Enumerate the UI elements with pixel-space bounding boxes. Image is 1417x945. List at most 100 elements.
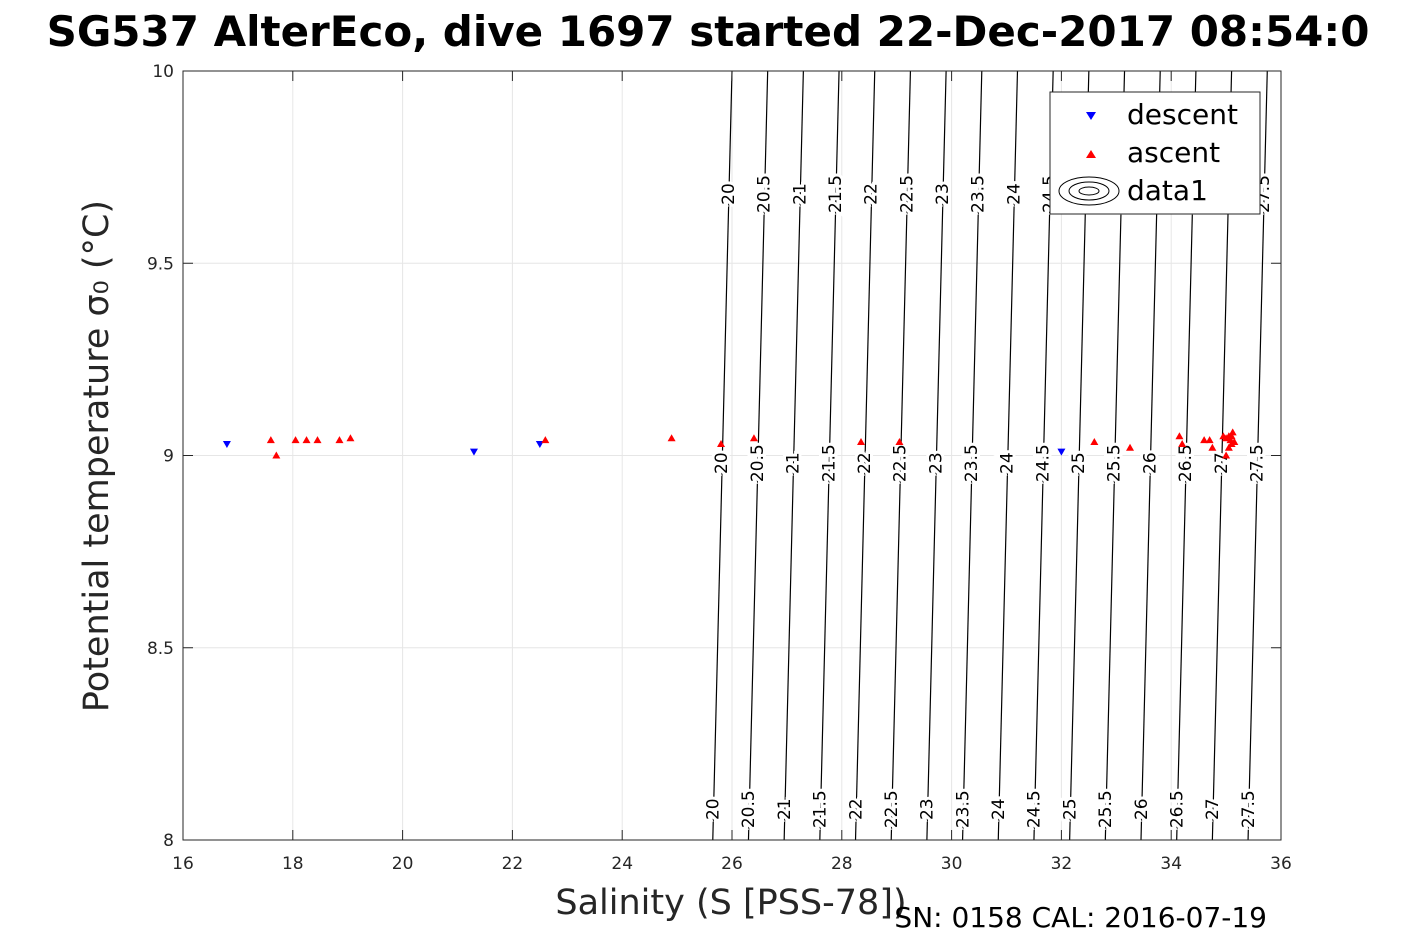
- descent-point: [469, 448, 478, 456]
- contour-label: 23.5: [962, 444, 982, 482]
- contour-label: 21: [784, 452, 804, 474]
- contour-label: 22.5: [891, 444, 911, 482]
- contour-label: 22.5: [882, 790, 902, 828]
- ascent-point: [313, 436, 322, 444]
- ascent-point: [1200, 436, 1209, 444]
- contour-label: 21: [790, 183, 810, 205]
- contour-label: 24: [1004, 183, 1024, 205]
- x-tick-label: 28: [831, 854, 853, 874]
- contour-label: 21.5: [819, 444, 839, 482]
- ascent-point: [541, 436, 550, 444]
- ascent-point: [717, 439, 726, 447]
- grid: [183, 71, 1281, 840]
- contour-line: [961, 71, 983, 840]
- contour-line: [854, 71, 876, 840]
- ascent-point: [272, 451, 281, 459]
- x-tick-label: 30: [941, 854, 963, 874]
- contour-line: [997, 71, 1019, 840]
- contour-label: 26.5: [1176, 444, 1196, 482]
- contour-line: [926, 71, 947, 840]
- contour-label: 22: [862, 183, 882, 205]
- contour-label: 24.5: [1033, 444, 1053, 482]
- ascent-point: [1222, 451, 1231, 459]
- ascent-point: [302, 436, 311, 444]
- contour-label: 25: [1069, 452, 1089, 474]
- y-tick-label: 8: [163, 831, 174, 851]
- ascent-point: [1175, 432, 1184, 440]
- x-tick-label: 32: [1051, 854, 1073, 874]
- descent-point: [222, 440, 231, 448]
- ascent-point: [1228, 428, 1237, 436]
- ascent-point: [1205, 436, 1214, 444]
- x-tick-label: 36: [1270, 854, 1292, 874]
- contour-label: 20.5: [748, 444, 768, 482]
- ascent-point: [346, 434, 355, 442]
- contour-label: 25.5: [1096, 790, 1116, 828]
- legend-descent-label: descent: [1127, 98, 1238, 131]
- contour-label: 22.5: [897, 175, 917, 213]
- contour-label: 27: [1212, 452, 1232, 474]
- contour-label: 26.5: [1167, 790, 1187, 828]
- contour-label: 23: [933, 183, 953, 205]
- ascent-point: [335, 436, 344, 444]
- contour-label: 25: [1060, 798, 1080, 820]
- x-tick-label: 26: [721, 854, 743, 874]
- y-tick-label: 10: [152, 62, 174, 82]
- contour-label: 22: [855, 452, 875, 474]
- ascent-point: [1126, 443, 1135, 451]
- ascent-point: [749, 434, 758, 442]
- legend-contour-icon: [1058, 176, 1120, 206]
- legend: descent ascent data1: [1049, 91, 1261, 215]
- contour-label: 23.5: [953, 790, 973, 828]
- legend-data1-label: data1: [1127, 174, 1208, 207]
- x-tick-label: 20: [392, 854, 414, 874]
- contour-label: 26: [1140, 452, 1160, 474]
- x-tick-label: 16: [172, 854, 194, 874]
- axis-ticks: 16 18 20 22 24 26 28 30 32 34 36 8 8.5 9 9.5 10: [147, 62, 1292, 874]
- ascent-point: [1178, 439, 1187, 447]
- contour-label: 20: [704, 798, 724, 820]
- contour-label: 20.5: [755, 175, 775, 213]
- y-tick-label: 9.5: [147, 254, 174, 274]
- contour-label: 23: [918, 798, 938, 820]
- contour-line: [819, 71, 840, 840]
- ascent-point: [1090, 438, 1099, 446]
- legend-ascent-label: ascent: [1127, 136, 1220, 169]
- x-tick-label: 34: [1160, 854, 1182, 874]
- contour-label: 22: [846, 798, 866, 820]
- chart-title: SG537 AlterEco, dive 1697 started 22-Dec…: [47, 7, 1370, 56]
- ascent-point: [1230, 438, 1239, 446]
- contour-line: [783, 71, 804, 840]
- contour-label: 24.5: [1025, 790, 1045, 828]
- contour-label: 25.5: [1105, 444, 1125, 482]
- contour-label: 27: [1203, 798, 1223, 820]
- contour-line: [1284, 71, 1303, 840]
- footer-serial-cal: SN: 0158 CAL: 2016-07-19: [894, 901, 1267, 934]
- contour-label: 23: [926, 452, 946, 474]
- ascent-point: [895, 438, 904, 446]
- contour-label: 20: [719, 183, 739, 205]
- x-tick-label: 18: [282, 854, 304, 874]
- contour-label: 27.5: [1239, 790, 1259, 828]
- y-tick-label: 8.5: [147, 639, 174, 659]
- contour-label: 24: [998, 452, 1018, 474]
- contour-label: 24: [989, 798, 1009, 820]
- descent-point: [1057, 448, 1066, 456]
- x-tick-label: 24: [611, 854, 633, 874]
- contour-line: [1247, 71, 1268, 840]
- ascent-point: [1224, 443, 1233, 451]
- ascent-point: [291, 436, 300, 444]
- x-axis-label: Salinity (S [PSS-78]): [555, 883, 906, 923]
- contour-label: 21.5: [811, 790, 831, 828]
- legend-ascent-marker: [1086, 150, 1096, 158]
- legend-descent-marker: [1086, 112, 1096, 120]
- contour-labels: 20 20 20 20.5 20.5 20.5 21 21 21 21.5 21.5 21.5 22 22…: [701, 172, 1278, 831]
- y-tick-label: 9: [163, 447, 174, 467]
- contour-label: 20.5: [739, 790, 759, 828]
- x-tick-label: 22: [502, 854, 524, 874]
- ascent-point: [1227, 432, 1236, 440]
- contour-label: 20: [712, 452, 732, 474]
- contour-label: 26: [1132, 798, 1152, 820]
- ascent-point: [266, 436, 275, 444]
